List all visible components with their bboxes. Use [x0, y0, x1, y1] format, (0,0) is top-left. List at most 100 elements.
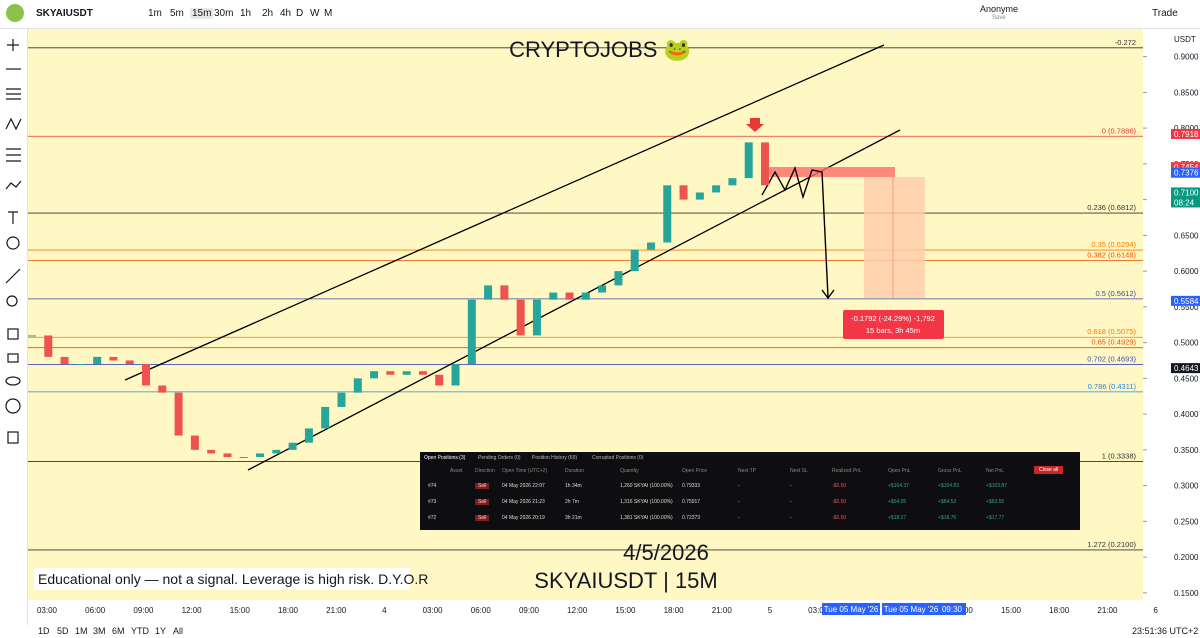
price-tag: 0.7100 — [1174, 188, 1199, 197]
y-tick-label: 0.5500 — [1174, 303, 1199, 312]
interval-button[interactable]: D — [296, 8, 304, 19]
candle — [614, 271, 623, 286]
candle — [467, 299, 476, 365]
interval-button[interactable]: 30m — [214, 8, 234, 19]
candle — [125, 360, 134, 365]
interval-button[interactable]: 1h — [240, 8, 252, 19]
candle — [728, 178, 737, 186]
lock-tool[interactable] — [7, 353, 19, 363]
position-cell: #73 — [428, 499, 437, 505]
price-tag: 0.5584 — [1174, 297, 1199, 306]
x-tick-label: 21:00 — [326, 606, 347, 615]
candle — [28, 335, 36, 337]
brush-tool[interactable] — [5, 180, 22, 190]
range-button[interactable]: 3M — [93, 626, 106, 636]
position-cell: +$104.37 — [888, 483, 909, 489]
position-cell: 1,260 SKYAI (100.00%) — [620, 483, 673, 489]
y-tick-label: 0.8000 — [1174, 124, 1199, 133]
text-tool[interactable] — [8, 211, 18, 224]
date-tag-bg — [938, 603, 966, 615]
range-button[interactable]: 6M — [112, 626, 125, 636]
position-cell: Sell — [475, 499, 490, 505]
x-tick-label: 21:00 — [1097, 606, 1118, 615]
magnet-tool[interactable] — [7, 328, 19, 340]
position-cell: - — [738, 515, 740, 521]
fib-label: 0 (0.7886) — [1102, 126, 1137, 135]
interval-button[interactable]: M — [324, 8, 333, 19]
range-button[interactable]: 1M — [75, 626, 88, 636]
candle — [223, 453, 232, 457]
y-tick-label: 0.9000 — [1174, 53, 1199, 62]
x-tick-label: 18:00 — [1049, 606, 1070, 615]
position-cell: Sell — [475, 515, 490, 521]
candle — [337, 392, 346, 407]
channel-tool[interactable] — [6, 88, 21, 100]
user-name[interactable]: Anonyme — [980, 4, 1019, 14]
save-label[interactable]: Save — [992, 15, 1006, 21]
trade-button[interactable]: Trade — [1152, 8, 1178, 19]
positions-tab[interactable]: Position History (69) — [532, 455, 578, 461]
range-button[interactable]: 1D — [38, 626, 50, 636]
measure-change: -0.1792 (-24.29%) -1,792 — [851, 314, 935, 323]
x-tick-label: 09:00 — [519, 606, 540, 615]
candle — [500, 285, 509, 300]
x-tick-label: 15:00 — [615, 606, 636, 615]
pattern-tool[interactable] — [5, 117, 22, 131]
positions-tab[interactable]: Corrupted Positions (0) — [592, 455, 644, 461]
zoom-tool[interactable] — [6, 295, 18, 307]
avatar[interactable] — [6, 4, 24, 22]
position-cell: +$18.27 — [888, 515, 907, 521]
column-header: Asset — [450, 468, 463, 474]
candle — [60, 356, 69, 365]
interval-button[interactable]: 1m — [148, 8, 162, 19]
price-tag: 0.7376 — [1174, 169, 1199, 178]
x-tick-label: 12:00 — [182, 606, 203, 615]
measure-box — [843, 310, 944, 339]
ruler-tool[interactable] — [5, 268, 21, 284]
candle — [207, 449, 216, 454]
range-button[interactable]: YTD — [131, 626, 149, 636]
interval-button[interactable]: 15m — [190, 8, 214, 19]
drawing-tools — [0, 29, 28, 625]
positions-tab[interactable]: Pending Orders (0) — [478, 455, 521, 461]
close-all-button[interactable]: Close all — [1034, 466, 1064, 474]
x-tick-label: 18:00 — [278, 606, 299, 615]
interval-button[interactable]: 4h — [280, 8, 292, 19]
candle — [158, 385, 167, 393]
range-button[interactable]: 1Y — [155, 626, 167, 636]
price-tag: 0.7918 — [1174, 130, 1199, 139]
fib-label: -0.272 — [1115, 38, 1136, 47]
trash-tool[interactable] — [7, 431, 19, 444]
tool-icons — [5, 39, 22, 444]
symbol[interactable]: SKYAIUSDT — [36, 8, 93, 19]
range-button[interactable]: All — [173, 626, 184, 636]
price-tag: 0.4643 — [1174, 364, 1199, 373]
fib-tool[interactable] — [6, 148, 21, 162]
range-button[interactable]: 5D — [57, 626, 69, 636]
position-cell: #74 — [428, 483, 437, 489]
candle — [484, 285, 493, 300]
position-cell: - — [790, 515, 792, 521]
position-cell: +$64.05 — [888, 499, 907, 505]
candle — [761, 142, 769, 186]
interval-button[interactable]: W — [310, 8, 320, 19]
date-watermark: 4/5/2026 — [623, 540, 709, 565]
tree-tool[interactable] — [5, 398, 21, 414]
interval-button[interactable]: 5m — [170, 8, 184, 19]
interval-button[interactable]: 2h — [262, 8, 274, 19]
x-tick-label: 18:00 — [664, 606, 685, 615]
candle — [630, 249, 639, 272]
price-tag-bg — [1171, 187, 1200, 208]
positions-tab[interactable]: Open Positions (3) — [424, 455, 466, 461]
candle — [679, 185, 688, 200]
emoji-tool[interactable] — [6, 236, 20, 250]
position-cell: - — [738, 483, 740, 489]
signal-arrow — [746, 118, 764, 132]
visibility-tool[interactable] — [5, 376, 21, 386]
crosshair-tool[interactable] — [7, 39, 19, 51]
x-tick-label: 15:00 — [230, 606, 251, 615]
candle — [142, 364, 151, 386]
column-header: Duration — [565, 468, 584, 474]
candle — [386, 371, 395, 375]
fib-label: 0.786 (0.4311) — [1088, 382, 1137, 391]
